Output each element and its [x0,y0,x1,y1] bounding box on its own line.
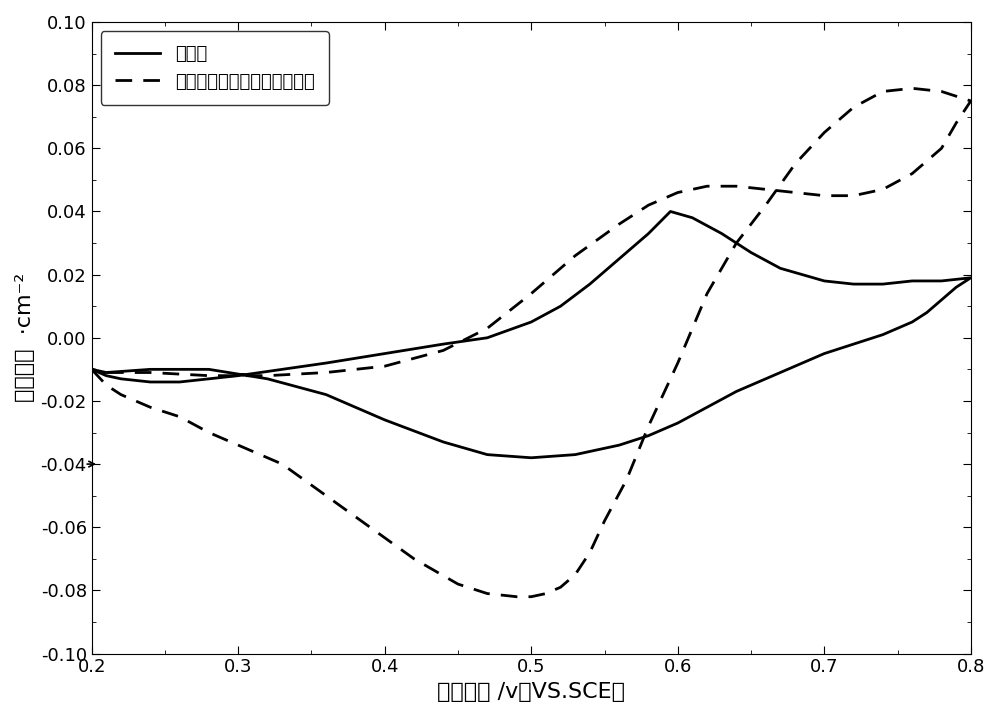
Y-axis label: 电流密度  ·cm⁻²: 电流密度 ·cm⁻² [15,273,35,402]
微波处理石垒氪后负载石垒烯 [86,365,98,374]
石垒氪 [86,365,98,374]
石垒氪 [760,374,772,383]
微波处理石垒氪后负载石垒烯 [86,365,98,374]
石垒氪 [877,331,889,339]
X-axis label: 电极电位 ∕v（VS.SCE）: 电极电位 ∕v（VS.SCE） [437,682,625,702]
石垒氪 [936,295,948,304]
石垒氪 [379,349,391,358]
微波处理石垒氪后负载石垒烯 [789,189,801,197]
石垒氪 [774,264,786,272]
Line: 石垒氪: 石垒氪 [92,212,971,457]
微波处理石垒氪后负载石垒烯 [437,346,449,355]
微波处理石垒氪后负载石垒烯 [540,589,552,598]
微波处理石垒氪后负载石垒烯 [511,592,523,601]
石垒氪 [906,318,918,326]
石垒氪 [664,207,676,216]
石垒氪 [86,365,98,374]
微波处理石垒氪后负载石垒烯 [672,189,684,197]
微波处理石垒氪后负载石垒烯 [906,84,918,92]
微波处理石垒氪后负载石垒烯 [525,592,537,601]
石垒氪 [525,453,537,462]
Legend: 石垒氪, 微波处理石垒氪后负载石垒烯: 石垒氪, 微波处理石垒氪后负载石垒烯 [101,31,329,105]
Line: 微波处理石垒氪后负载石垒烯: 微波处理石垒氪后负载石垒烯 [92,88,971,597]
微波处理石垒氪后负载石垒烯 [144,369,156,377]
